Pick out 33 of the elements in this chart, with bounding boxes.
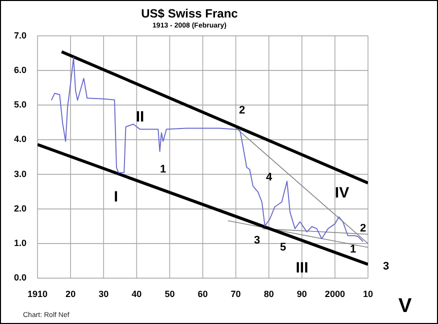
y-tick-label: 1.0 [14, 238, 27, 248]
y-tick-label: 4.0 [14, 134, 27, 144]
x-tick-label: 50 [164, 289, 175, 300]
annotation: 3 [254, 234, 260, 246]
annotation: III [296, 260, 308, 276]
annotation: IV [334, 184, 350, 202]
x-tick-label: 60 [198, 289, 208, 300]
x-tick-label: 20 [66, 289, 76, 300]
annotation: 5 [280, 242, 286, 254]
annotation: 2 [360, 222, 366, 234]
x-tick-label: 80 [264, 289, 274, 300]
x-tick-label: 70 [230, 289, 241, 300]
x-tick-label: 2000 [324, 289, 345, 300]
y-tick-label: 5.0 [14, 100, 27, 110]
x-tick-label: 90 [296, 289, 307, 300]
annotation: 2 [238, 104, 246, 116]
text: V [398, 295, 412, 317]
annotation: 1 [160, 164, 166, 176]
y-tick-label: 7.0 [14, 30, 27, 40]
chart-title: US$ Swiss Franc [141, 6, 238, 21]
x-tick-label: 30 [98, 289, 109, 300]
x-tick-label: 1910 [27, 289, 48, 300]
annotation: 4 [266, 172, 272, 184]
annotation: II [136, 108, 144, 126]
y-tick-label: 6.0 [14, 64, 27, 75]
text: 3 [382, 260, 390, 272]
x-tick-label: 40 [132, 289, 142, 300]
annotation: I [114, 188, 118, 206]
y-tick-label: 0.0 [14, 272, 27, 283]
y-tick-label: 3.0 [14, 168, 27, 179]
y-tick-label: 2.0 [14, 203, 27, 214]
x-tick-label: 10 [362, 289, 374, 300]
annotation: 1 [350, 244, 356, 256]
